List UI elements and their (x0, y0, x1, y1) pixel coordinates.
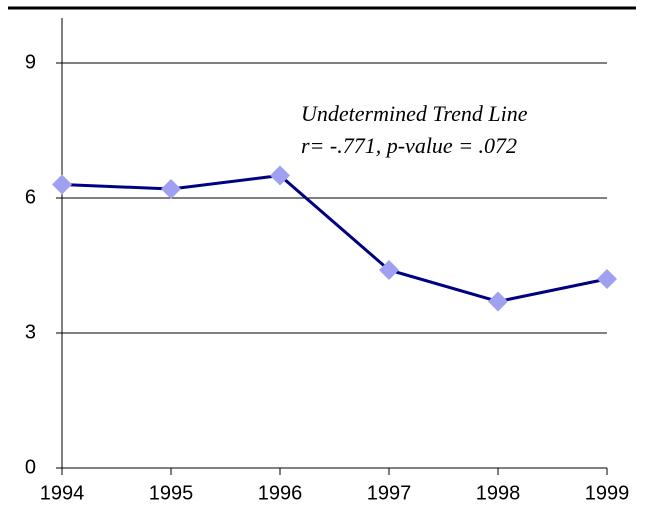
marker (270, 165, 290, 186)
marker (597, 269, 617, 289)
x-tick-label: 1999 (585, 482, 630, 504)
x-tick-label: 1997 (367, 482, 412, 504)
x-tick-label: 1996 (258, 482, 303, 504)
x-tick-label: 1994 (40, 482, 85, 504)
y-tick-label: 0 (25, 456, 36, 478)
marker (52, 174, 72, 195)
series-line (61, 173, 608, 304)
x-tick-label: 1998 (476, 482, 521, 504)
annotation: r= -.771, p-value = .072 (301, 133, 517, 158)
marker (161, 179, 181, 199)
y-tick-label: 3 (25, 321, 36, 343)
marker (488, 291, 508, 312)
annotation: Undetermined Trend Line (301, 101, 528, 126)
x-tick-label: 1995 (149, 482, 194, 504)
y-tick-label: 9 (25, 51, 36, 73)
y-tick-label: 6 (25, 186, 36, 208)
marker (379, 260, 399, 280)
